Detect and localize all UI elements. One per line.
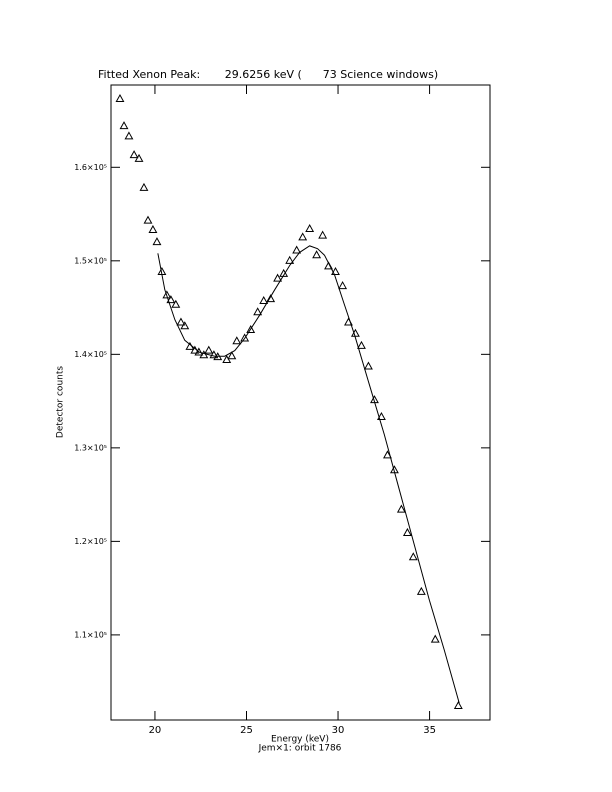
data-point <box>376 411 386 420</box>
data-point <box>416 586 426 595</box>
y-tick-label: 1.2×10⁵ <box>74 537 107 546</box>
data-point <box>298 232 308 241</box>
data-point <box>246 324 256 334</box>
data-point <box>259 295 269 305</box>
data-point <box>134 153 144 162</box>
data-point <box>357 340 366 349</box>
data-point <box>318 230 328 239</box>
data-point <box>402 527 412 536</box>
data-point <box>148 224 158 233</box>
data-point <box>305 223 315 233</box>
data-point <box>204 345 214 354</box>
chart-title: Fitted Xenon Peak: 29.6256 keV ( 73 Scie… <box>98 68 438 81</box>
data-point <box>285 255 295 264</box>
data-point <box>162 290 172 299</box>
data-point <box>408 552 418 561</box>
x-tick-label: 20 <box>149 725 162 736</box>
data-point <box>227 351 237 360</box>
data-point <box>166 295 176 304</box>
data-point <box>143 215 153 224</box>
data-point <box>199 350 209 359</box>
data-point <box>266 294 276 303</box>
data-point <box>312 250 322 259</box>
y-tick-label: 1.3×10⁵ <box>74 443 107 452</box>
data-point <box>253 307 263 316</box>
data-point <box>273 273 283 282</box>
data-point <box>331 267 340 276</box>
y-tick-label: 1.1×10⁵ <box>74 630 107 639</box>
data-point <box>232 336 242 345</box>
data-point <box>152 237 162 246</box>
data-point <box>209 350 219 359</box>
data-point <box>171 299 181 308</box>
fit-line <box>157 245 460 704</box>
y-tick-label: 1.6×10⁵ <box>74 163 107 172</box>
subtitle: Jem×1: orbit 1786 <box>258 744 342 754</box>
x-tick-label: 30 <box>332 725 345 736</box>
x-tick-label: 35 <box>423 725 436 736</box>
plot-frame <box>110 84 491 721</box>
data-point <box>338 281 348 290</box>
data-point <box>115 93 125 103</box>
data-point <box>430 634 440 643</box>
x-tick-label: 25 <box>240 725 253 736</box>
data-point <box>194 347 204 356</box>
y-axis-label: Detector counts <box>56 366 66 438</box>
data-point <box>119 121 129 130</box>
data-point <box>396 504 406 513</box>
data-point <box>139 182 149 191</box>
data-point <box>129 150 139 159</box>
data-point <box>124 131 134 140</box>
y-tick-label: 1.5×10⁵ <box>74 256 107 265</box>
data-point <box>363 361 373 370</box>
data-point <box>453 700 463 709</box>
data-point <box>292 245 302 254</box>
data-point <box>176 317 186 326</box>
x-axis-label: Energy (keV) <box>271 735 329 745</box>
data-point <box>240 333 250 342</box>
data-point <box>180 321 190 330</box>
y-tick-label: 1.4×10⁵ <box>74 350 107 359</box>
